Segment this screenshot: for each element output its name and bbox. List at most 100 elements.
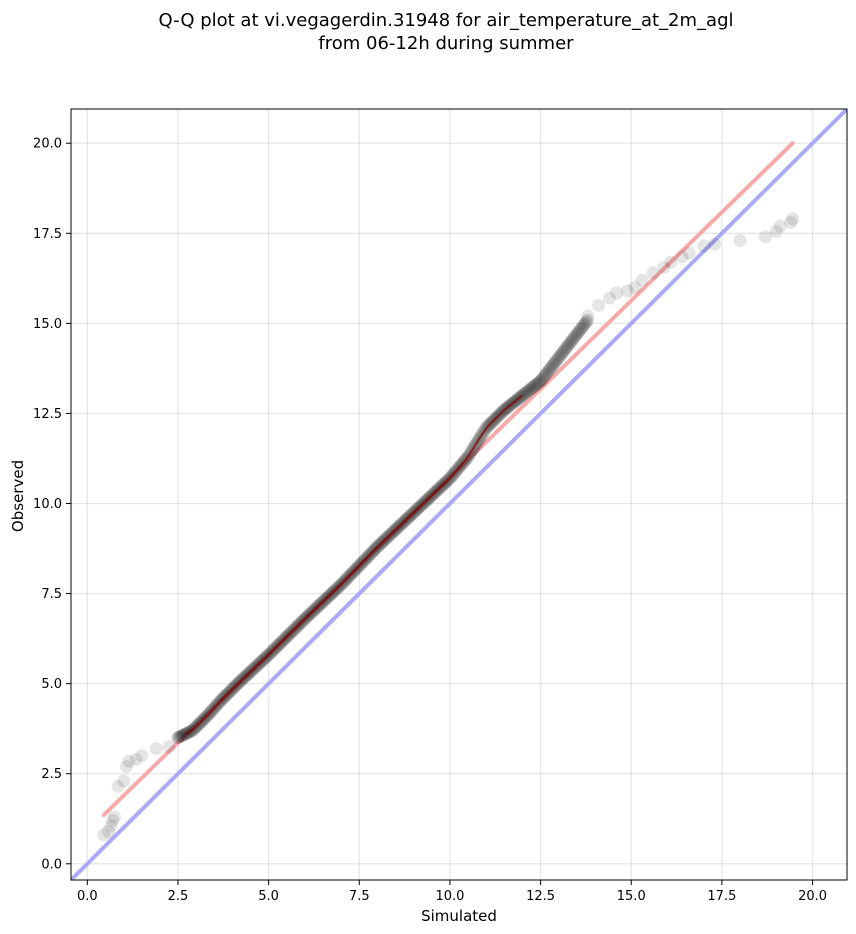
quantile-point bbox=[567, 330, 581, 344]
quantile-point bbox=[521, 384, 535, 398]
quantile-point bbox=[536, 371, 550, 385]
quantile-point bbox=[162, 740, 176, 754]
quantile-point bbox=[570, 326, 584, 340]
quantile-point bbox=[576, 320, 590, 334]
quantile-point bbox=[537, 370, 551, 384]
quantile-point bbox=[528, 378, 542, 392]
quantile-point bbox=[97, 828, 111, 842]
quantile-point bbox=[522, 383, 536, 397]
quantile-point bbox=[574, 322, 588, 336]
quantile-point bbox=[758, 230, 772, 244]
quantile-point bbox=[519, 386, 533, 400]
quantile-point bbox=[171, 731, 185, 745]
quantile-point bbox=[541, 365, 555, 379]
quantile-point bbox=[525, 381, 539, 395]
quantile-point bbox=[548, 356, 562, 370]
quantile-point bbox=[175, 729, 189, 743]
dense-quantile-trace bbox=[184, 394, 524, 735]
quantile-point bbox=[532, 375, 546, 389]
quantile-point bbox=[566, 332, 580, 346]
quantile-point bbox=[733, 234, 747, 248]
quantile-point bbox=[786, 212, 800, 226]
quantile-point bbox=[568, 329, 582, 343]
x-tick-label: 15.0 bbox=[617, 889, 646, 904]
quantile-point bbox=[635, 273, 649, 287]
x-tick-label: 20.0 bbox=[798, 889, 827, 904]
quantile-point bbox=[540, 366, 554, 380]
quantile-point bbox=[173, 730, 187, 744]
quantile-point bbox=[571, 325, 585, 339]
quantile-point bbox=[129, 752, 143, 766]
quantile-point bbox=[526, 380, 540, 394]
quantile-point bbox=[172, 730, 186, 744]
quantile-point bbox=[523, 382, 537, 396]
y-tick-label: 15.0 bbox=[33, 317, 62, 332]
quantile-point bbox=[530, 377, 544, 391]
plot-area: 0.0 2.5 5.0 7.5 10.0 12.5 15.0 17.5 20.0 0.0 2.5 5… bbox=[33, 108, 848, 904]
quantile-point bbox=[578, 317, 592, 331]
quantile-point bbox=[563, 336, 577, 350]
quantile-point bbox=[784, 215, 798, 229]
quantile-point bbox=[769, 224, 783, 238]
quantile-point bbox=[556, 345, 570, 359]
quantile-point bbox=[177, 728, 191, 742]
quantile-point bbox=[535, 373, 549, 387]
quantile-point bbox=[581, 309, 595, 323]
quantile-point bbox=[108, 810, 122, 824]
y-tick-label: 5.0 bbox=[41, 677, 62, 692]
quantile-point bbox=[558, 342, 572, 356]
y-tick-label: 20.0 bbox=[33, 137, 62, 152]
quantile-point bbox=[524, 381, 538, 395]
quantile-point bbox=[122, 754, 136, 768]
quantile-point bbox=[621, 284, 635, 298]
x-tick-label: 12.5 bbox=[526, 889, 555, 904]
quantile-point bbox=[542, 364, 556, 378]
x-tick-label: 2.5 bbox=[168, 889, 189, 904]
quantile-point bbox=[657, 261, 671, 275]
y-tick-label: 12.5 bbox=[33, 407, 62, 422]
x-tick-label: 17.5 bbox=[707, 889, 736, 904]
quantile-point bbox=[559, 341, 573, 355]
quantile-point bbox=[575, 321, 589, 335]
quantile-point bbox=[577, 318, 591, 332]
quantile-point bbox=[551, 352, 565, 366]
quantile-point bbox=[546, 358, 560, 372]
x-axis-label: Simulated bbox=[421, 907, 497, 925]
quantile-point bbox=[560, 340, 574, 354]
quantile-point bbox=[553, 349, 567, 363]
quantile-point bbox=[550, 353, 564, 367]
quantile-point bbox=[708, 237, 722, 251]
quantile-point bbox=[529, 377, 543, 391]
quantile-point bbox=[533, 374, 547, 388]
quantile-point bbox=[176, 728, 190, 742]
quantile-point bbox=[545, 360, 559, 374]
quantile-point bbox=[171, 731, 185, 745]
chart-title-line-1: Q-Q plot at vi.vegagerdin.31948 for air_… bbox=[159, 10, 734, 31]
quantile-point bbox=[697, 239, 711, 253]
quantile-point bbox=[555, 346, 569, 360]
quantile-point bbox=[557, 344, 571, 358]
quantile-point bbox=[135, 749, 149, 763]
x-tick-label: 5.0 bbox=[258, 889, 279, 904]
chart-title-line-2: from 06-12h during summer bbox=[318, 33, 574, 54]
y-tick-label: 2.5 bbox=[41, 767, 62, 782]
plot-frame bbox=[70, 108, 848, 881]
y-tick-label: 10.0 bbox=[33, 497, 62, 512]
quantile-point bbox=[581, 313, 595, 327]
quantile-point bbox=[106, 814, 120, 828]
reference-identity-line bbox=[71, 109, 847, 880]
x-tick-label: 0.0 bbox=[77, 889, 98, 904]
quantile-point bbox=[552, 350, 566, 364]
quantile-point bbox=[569, 328, 583, 342]
quantile-point bbox=[178, 727, 192, 741]
quantile-point bbox=[547, 357, 561, 371]
quantile-point bbox=[592, 298, 606, 312]
quantile-point bbox=[117, 774, 131, 788]
quantile-point bbox=[174, 729, 188, 743]
quantile-point bbox=[538, 369, 552, 383]
quantile-point bbox=[527, 379, 541, 393]
quantile-point bbox=[773, 219, 787, 233]
quantile-point bbox=[602, 291, 616, 305]
